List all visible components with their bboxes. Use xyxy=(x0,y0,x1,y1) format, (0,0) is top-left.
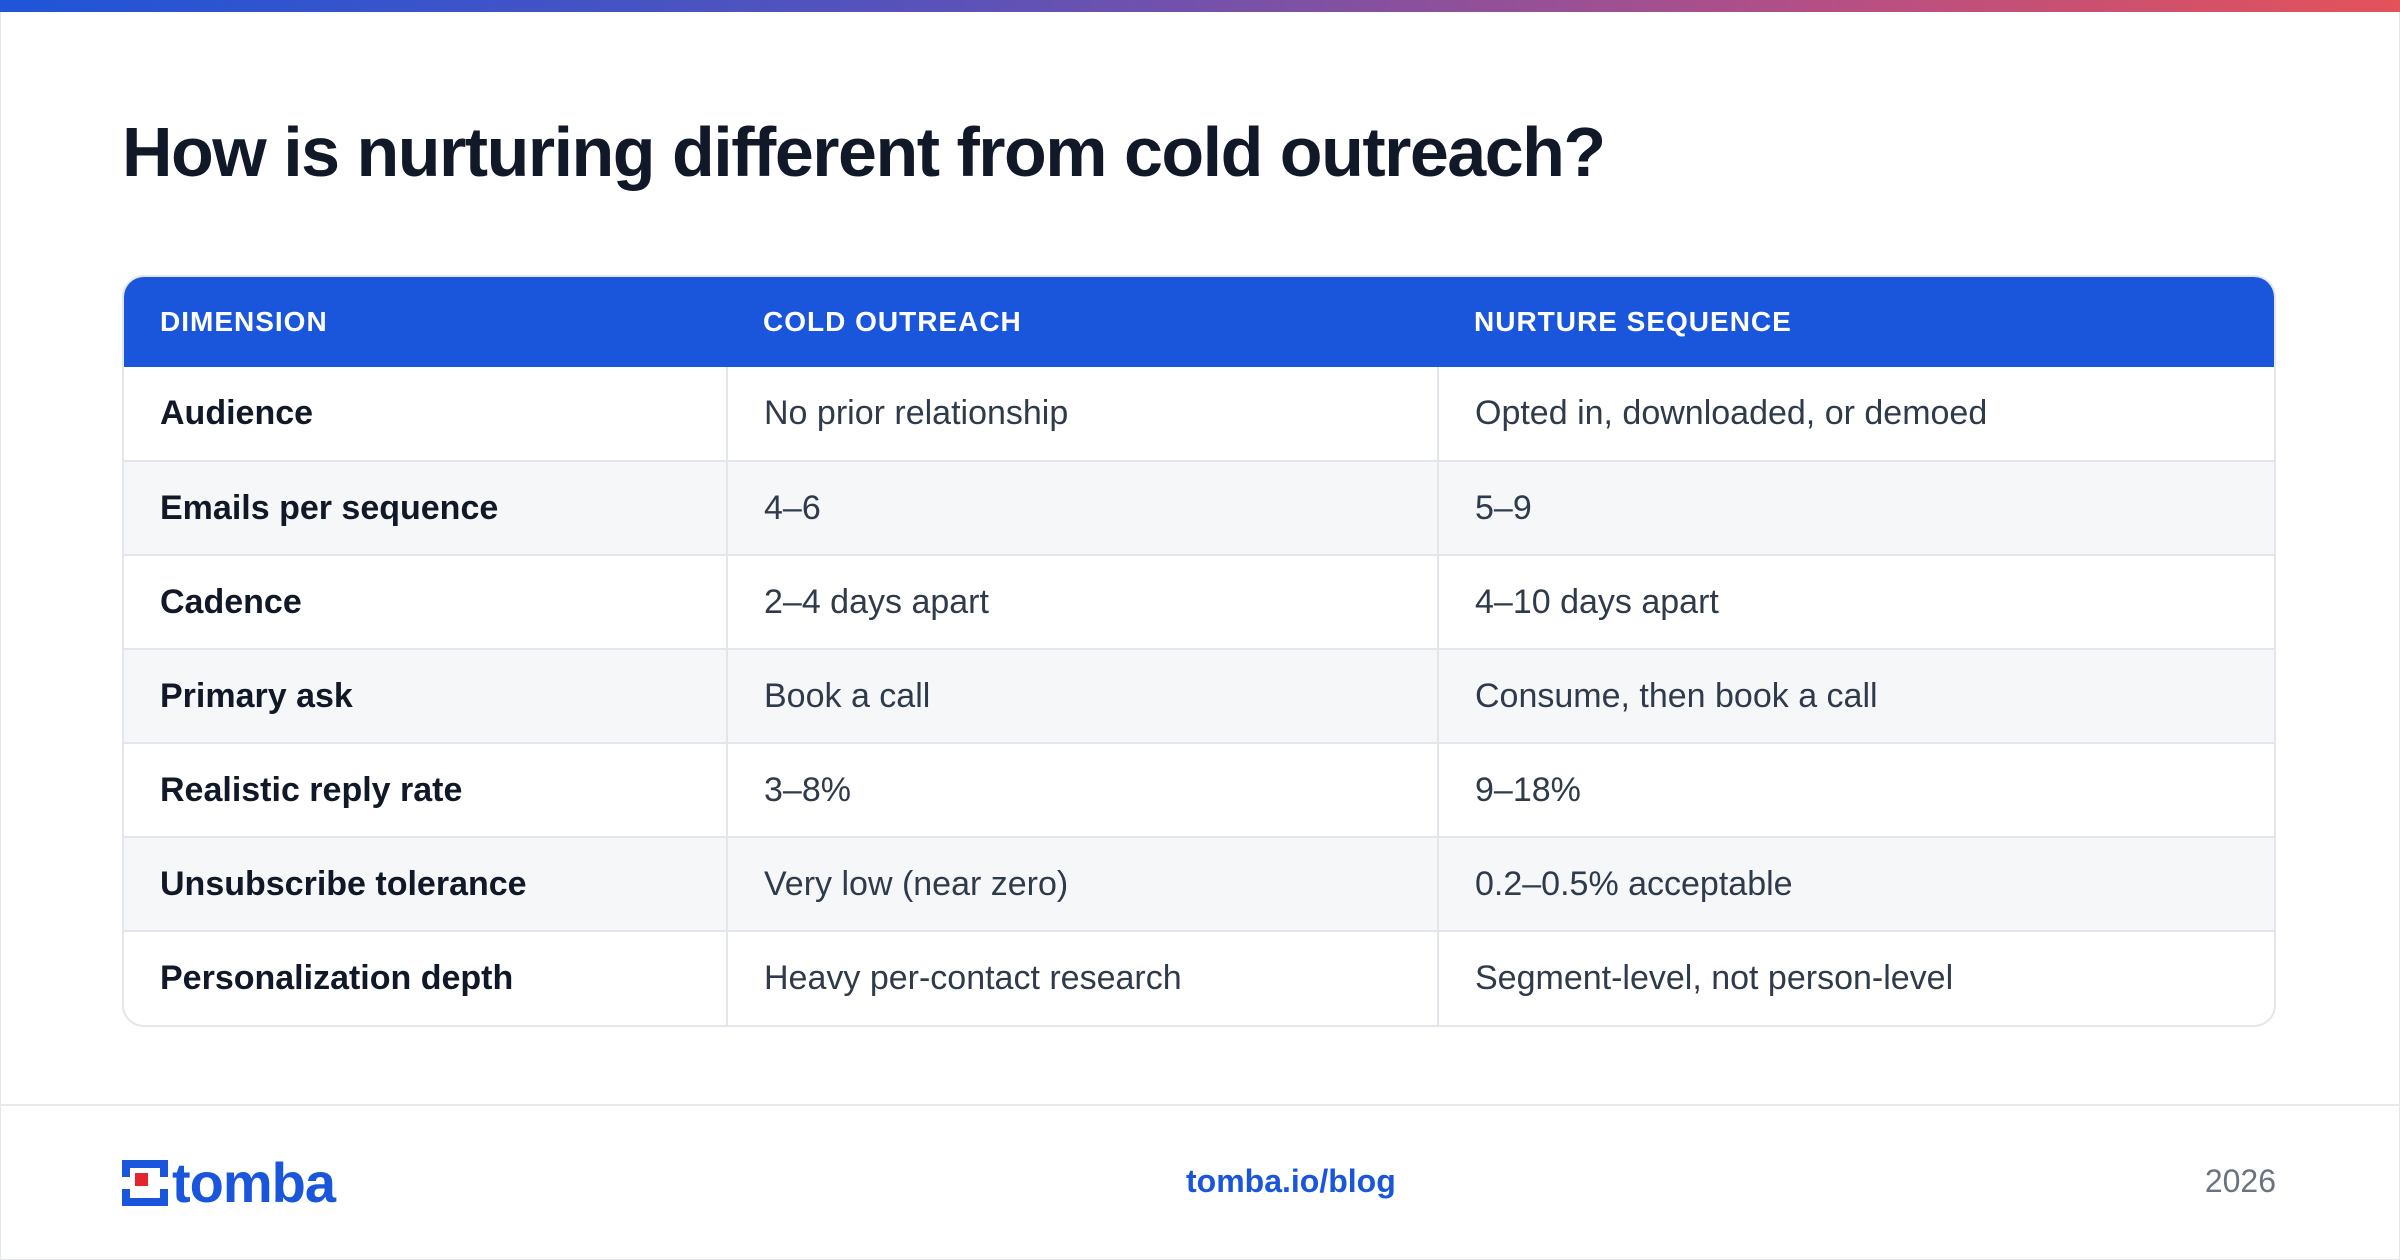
table-row: Unsubscribe tolerance Very low (near zer… xyxy=(124,836,2274,931)
row-nurture-sequence: 0.2–0.5% acceptable xyxy=(1437,836,2274,931)
table-row: Primary ask Book a call Consume, then bo… xyxy=(124,648,2274,743)
tomba-logo-icon xyxy=(122,1160,168,1206)
row-dimension: Primary ask xyxy=(124,648,727,743)
header-cold-outreach: COLD OUTREACH xyxy=(763,306,1022,337)
footer-year: 2026 xyxy=(2204,1163,2276,1199)
row-nurture-sequence: Segment-level, not person-level xyxy=(1437,930,2274,1025)
comparison-table: DIMENSION COLD OUTREACH NURTURE SEQUENCE… xyxy=(122,275,2276,1027)
row-cold-outreach: 3–8% xyxy=(726,742,1438,837)
table-row: Realistic reply rate 3–8% 9–18% xyxy=(124,742,2274,837)
row-dimension: Unsubscribe tolerance xyxy=(124,836,727,931)
header-dimension: DIMENSION xyxy=(160,306,328,337)
row-dimension: Realistic reply rate xyxy=(124,742,727,837)
tomba-logo: tomba xyxy=(122,1151,336,1214)
row-dimension: Cadence xyxy=(124,554,727,649)
page-title: How is nurturing different from cold out… xyxy=(122,113,1606,191)
blog-link[interactable]: tomba.io/blog xyxy=(1186,1163,1396,1199)
top-gradient-bar xyxy=(0,0,2400,12)
row-nurture-sequence: 9–18% xyxy=(1437,742,2274,837)
row-cold-outreach: 2–4 days apart xyxy=(726,554,1438,649)
row-dimension: Personalization depth xyxy=(124,930,727,1025)
row-cold-outreach: 4–6 xyxy=(726,460,1438,555)
header-nurture-sequence: NURTURE SEQUENCE xyxy=(1474,306,1792,337)
row-cold-outreach: No prior relationship xyxy=(726,367,1438,461)
table-row: Cadence 2–4 days apart 4–10 days apart xyxy=(124,554,2274,649)
row-dimension: Emails per sequence xyxy=(124,460,727,555)
row-nurture-sequence: Consume, then book a call xyxy=(1437,648,2274,743)
table-header-row: DIMENSION COLD OUTREACH NURTURE SEQUENCE xyxy=(124,277,2274,367)
row-cold-outreach: Book a call xyxy=(726,648,1438,743)
footer-divider xyxy=(0,1104,2400,1106)
row-nurture-sequence: Opted in, downloaded, or demoed xyxy=(1437,367,2274,461)
row-dimension: Audience xyxy=(160,394,314,432)
row-cold-outreach: Very low (near zero) xyxy=(726,836,1438,931)
table-row: Emails per sequence 4–6 5–9 xyxy=(124,460,2274,555)
table-row: Audience No prior relationship Opted in,… xyxy=(124,367,2274,461)
row-nurture-sequence: 5–9 xyxy=(1437,460,2274,555)
logo-wordmark: tomba xyxy=(172,1151,336,1214)
row-cold-outreach: Heavy per-contact research xyxy=(726,930,1438,1025)
row-nurture-sequence: 4–10 days apart xyxy=(1437,554,2274,649)
table-row: Personalization depth Heavy per-contact … xyxy=(124,930,2274,1025)
